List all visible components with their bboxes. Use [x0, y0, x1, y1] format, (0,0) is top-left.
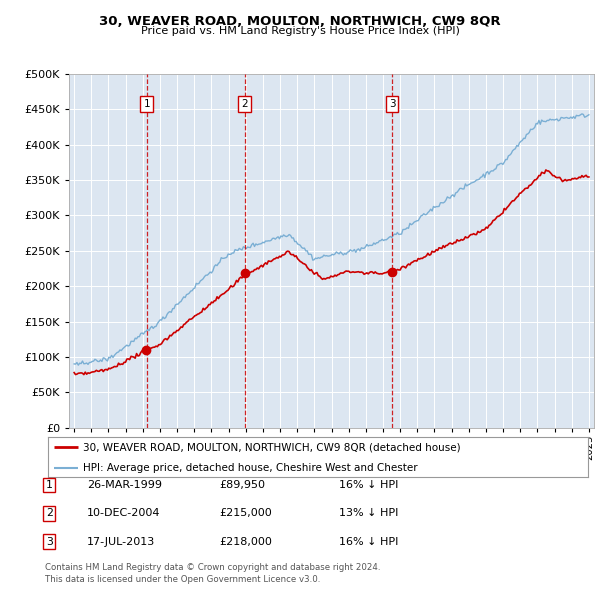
Text: 3: 3: [389, 99, 395, 109]
Text: 13% ↓ HPI: 13% ↓ HPI: [339, 509, 398, 518]
Text: 30, WEAVER ROAD, MOULTON, NORTHWICH, CW9 8QR (detached house): 30, WEAVER ROAD, MOULTON, NORTHWICH, CW9…: [83, 442, 461, 453]
Text: 2: 2: [46, 509, 53, 518]
Text: 3: 3: [46, 537, 53, 546]
Text: 16% ↓ HPI: 16% ↓ HPI: [339, 480, 398, 490]
Text: 10-DEC-2004: 10-DEC-2004: [87, 509, 161, 518]
Text: 1: 1: [46, 480, 53, 490]
Text: 26-MAR-1999: 26-MAR-1999: [87, 480, 162, 490]
Text: HPI: Average price, detached house, Cheshire West and Chester: HPI: Average price, detached house, Ches…: [83, 463, 418, 473]
Text: 1: 1: [143, 99, 150, 109]
Text: 16% ↓ HPI: 16% ↓ HPI: [339, 537, 398, 546]
Text: £89,950: £89,950: [219, 480, 265, 490]
Text: 17-JUL-2013: 17-JUL-2013: [87, 537, 155, 546]
Text: 30, WEAVER ROAD, MOULTON, NORTHWICH, CW9 8QR: 30, WEAVER ROAD, MOULTON, NORTHWICH, CW9…: [99, 15, 501, 28]
Text: This data is licensed under the Open Government Licence v3.0.: This data is licensed under the Open Gov…: [45, 575, 320, 584]
Text: Contains HM Land Registry data © Crown copyright and database right 2024.: Contains HM Land Registry data © Crown c…: [45, 563, 380, 572]
Text: £215,000: £215,000: [219, 509, 272, 518]
Text: 2: 2: [241, 99, 248, 109]
Text: Price paid vs. HM Land Registry's House Price Index (HPI): Price paid vs. HM Land Registry's House …: [140, 26, 460, 36]
Text: £218,000: £218,000: [219, 537, 272, 546]
